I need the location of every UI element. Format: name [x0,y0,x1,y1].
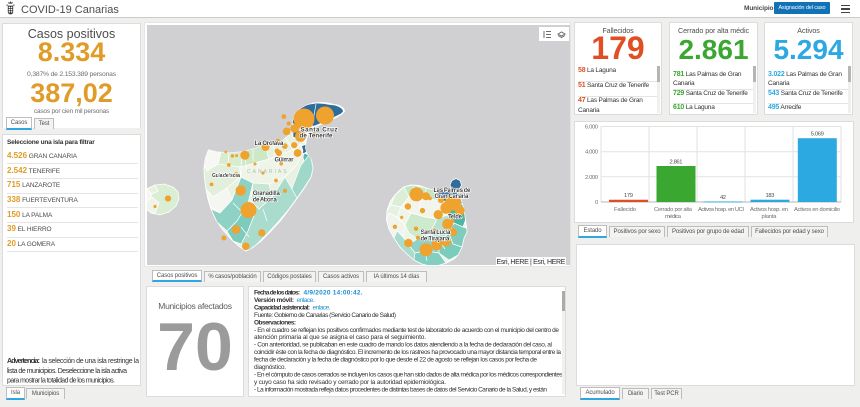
svg-text:42: 42 [720,195,726,201]
svg-text:Granadilla: Granadilla [253,190,281,197]
svg-text:de Tenerife: de Tenerife [300,133,334,140]
svg-text:de Abona: de Abona [253,197,278,204]
svg-text:y cuyo caso ha sido revisado y: y cuyo caso ha sido revisado y cerrado p… [254,379,446,386]
svg-text:Güímar: Güímar [275,157,295,164]
svg-text:médica: médica [665,214,682,220]
svg-text:para mostrar la totalidad de l: para mostrar la totalidad de los municip… [7,378,115,385]
svg-text:Activos en domicilio: Activos en domicilio [794,207,840,213]
svg-text:4/9/2020 14:00:42.: 4/9/2020 14:00:42. [304,290,363,297]
svg-text:Versión móvil:: Versión móvil: [254,297,294,304]
svg-text:4.000: 4.000 [585,150,598,156]
svg-text:- Con anterioridad, se publica: - Con anterioridad, se publicaban en est… [254,342,553,349]
svg-text:La Orotava: La Orotava [255,140,285,147]
svg-text:Observaciones:: Observaciones: [254,319,296,326]
svg-text:Cerrado por alta: Cerrado por alta [654,207,693,213]
svg-text:Santa Lucía: Santa Lucía [421,229,452,236]
svg-text:183: 183 [766,193,775,199]
svg-text:Activos hosp. en UCI: Activos hosp. en UCI [698,207,744,213]
svg-text:fecha de declaración y la fech: fecha de declaración y la fecha de diagn… [254,357,537,364]
svg-text:2.861: 2.861 [670,160,683,166]
svg-text:enlace.: enlace. [313,304,331,311]
svg-text:179: 179 [624,193,633,199]
svg-text:lista de municipios. Deselecci: lista de municipios. Deseleccione la isl… [7,368,127,375]
svg-text:Telde: Telde [448,214,463,221]
svg-text:Fecha de los datos:: Fecha de los datos: [254,290,300,297]
svg-text:Fallecido: Fallecido [614,207,636,213]
svg-text:la selección de una isla restr: la selección de una isla restringe la [42,358,139,365]
svg-text:2.000: 2.000 [585,175,598,181]
svg-text:- La información mostrada refl: - La información mostrada refleja datos … [254,386,547,393]
svg-text:Santa Cruz: Santa Cruz [301,127,338,134]
svg-text:de Tirajana: de Tirajana [421,235,451,242]
svg-text:Las Palmas de: Las Palmas de [434,187,472,194]
svg-text:enlace.: enlace. [297,297,315,304]
svg-text:Advertencia:: Advertencia: [7,358,40,365]
svg-text:5.069: 5.069 [811,132,824,138]
svg-text:Guía de Isora: Guía de Isora [212,173,241,179]
svg-text:Fuente: Gobierno de Canarias (: Fuente: Gobierno de Canarias (Servicio C… [254,312,396,319]
svg-text:planta: planta [762,214,778,220]
svg-text:Activos hosp. en: Activos hosp. en [750,207,788,213]
svg-text:diagnóstico.: diagnóstico. [254,364,286,371]
svg-text:Gran Canaria: Gran Canaria [435,193,470,200]
svg-text:- En el cuadro se reflejan los: - En el cuadro se reflejan los positivos… [254,327,559,334]
svg-text:- En el cómputo de casos cerra: - En el cómputo de casos cerrados se inc… [254,371,564,378]
svg-text:Capacidad asistencial:: Capacidad asistencial: [254,304,310,311]
svg-text:0: 0 [595,200,598,206]
svg-text:CANARIAS: CANARIAS [247,169,289,175]
svg-text:coincidir éste con la fecha de: coincidir éste con la fecha de diagnósti… [254,349,561,356]
svg-text:atención primaria al que se as: atención primaria al que se asigna el ca… [254,334,426,341]
svg-text:6.000: 6.000 [585,125,598,131]
